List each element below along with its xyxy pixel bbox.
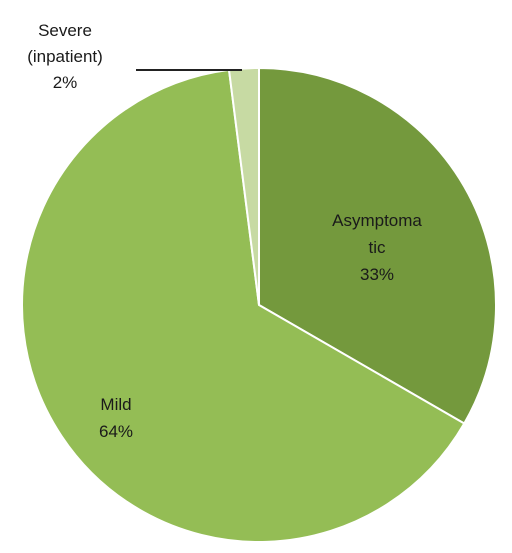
data-label-mild: Mild 64% — [99, 395, 133, 441]
pie-slice-asymptomatic — [258, 66, 497, 425]
data-label-line: (inpatient) — [27, 47, 103, 66]
pie-slice-mild — [21, 68, 466, 543]
data-label-line: Severe — [38, 21, 92, 40]
pie-slices — [21, 66, 497, 543]
pie-data-labels: Asymptoma tic 33% Mild 64% Severe (inpatient) 2… — [27, 21, 422, 441]
data-label-line: 2% — [53, 73, 78, 92]
data-label-line: Asymptoma — [332, 211, 422, 230]
data-label-line: Mild — [100, 395, 131, 414]
data-label-severe-inpatient: Severe (inpatient) 2% — [27, 21, 103, 92]
data-label-line: 64% — [99, 422, 133, 441]
data-label-asymptomatic: Asymptoma tic 33% — [332, 211, 422, 284]
data-label-line: 33% — [360, 265, 394, 284]
data-label-line: tic — [369, 238, 387, 257]
